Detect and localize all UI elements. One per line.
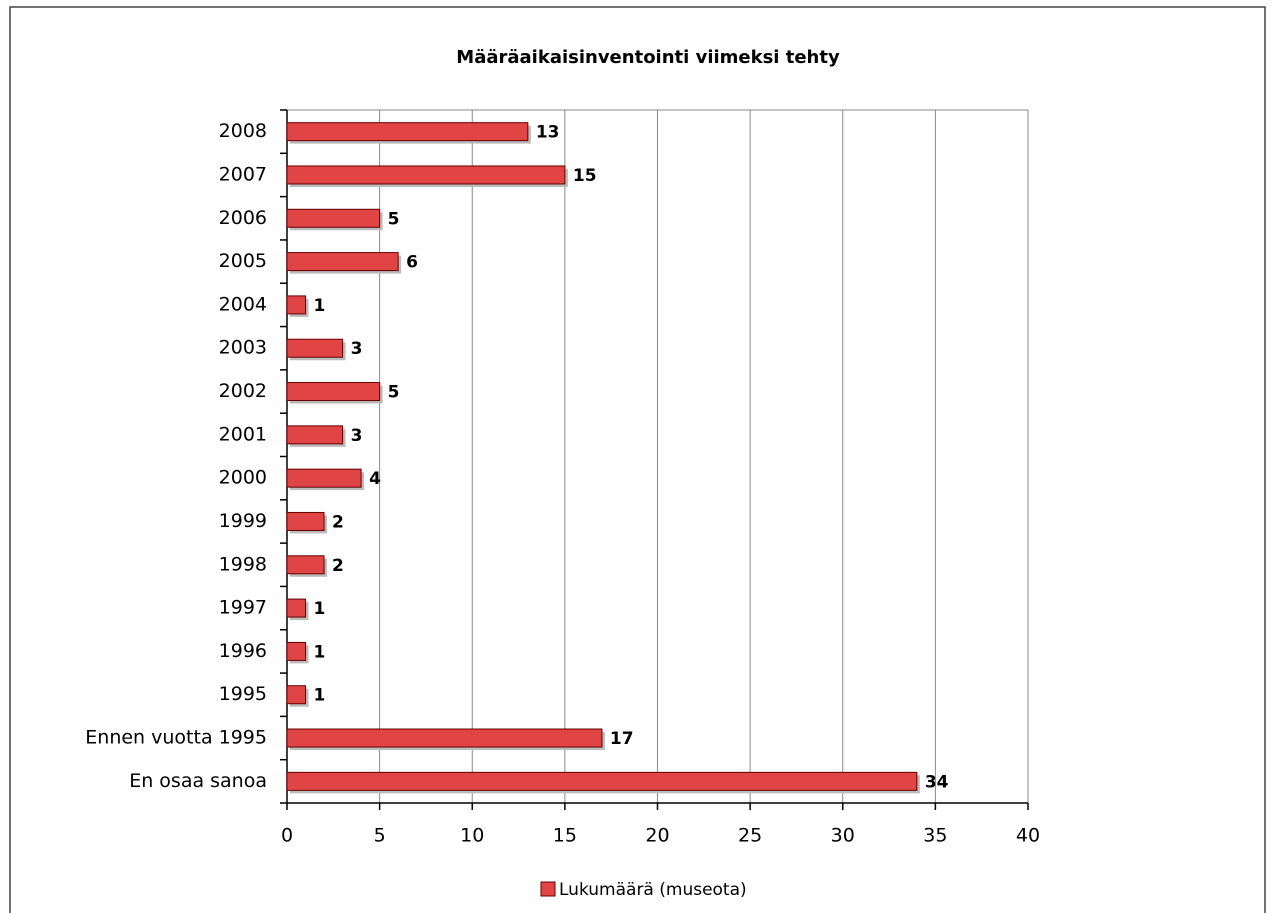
- bar: [286, 511, 325, 531]
- y-tick-label: 2001: [219, 423, 267, 445]
- y-tick-label: 2004: [219, 293, 267, 315]
- x-tick-label: 35: [923, 825, 947, 847]
- bar: [286, 555, 325, 575]
- value-label: 3: [351, 426, 363, 446]
- bar: [286, 641, 307, 661]
- value-label: 34: [925, 772, 949, 792]
- bar: [286, 598, 307, 618]
- value-label: 15: [573, 166, 597, 186]
- y-tick-label: 2008: [219, 120, 267, 142]
- y-tick-label: 2005: [219, 250, 267, 272]
- bar: [286, 122, 529, 142]
- chart-title: Määräaikaisinventointi viimeksi tehty: [456, 47, 840, 68]
- legend-swatch: [540, 881, 556, 897]
- y-tick-label: 2003: [219, 337, 267, 359]
- value-label: 5: [388, 383, 400, 403]
- legend-label: Lukumäärä (museota): [559, 880, 747, 900]
- value-label: 1: [314, 686, 326, 706]
- bar: [286, 771, 918, 791]
- bar: [286, 425, 344, 445]
- bar: [286, 252, 399, 272]
- frame: [9, 6, 1266, 913]
- value-label: 1: [314, 642, 326, 662]
- x-tick-label: 25: [738, 825, 762, 847]
- x-tick-label: 30: [831, 825, 855, 847]
- value-label: 5: [388, 209, 400, 229]
- x-tick-label: 0: [281, 825, 293, 847]
- y-tick-label: 1995: [219, 683, 267, 705]
- x-tick-label: 5: [374, 825, 386, 847]
- bar: [286, 382, 381, 402]
- y-tick-label: 1998: [219, 553, 267, 575]
- value-label: 17: [610, 729, 634, 749]
- value-label: 13: [536, 123, 560, 143]
- y-tick-label: 1999: [219, 510, 267, 532]
- value-label: 2: [332, 512, 344, 532]
- bar: [286, 338, 344, 358]
- y-tick-label: 1997: [219, 597, 267, 619]
- bar: [286, 728, 603, 748]
- y-tick-label: 2007: [219, 163, 267, 185]
- bar: [286, 685, 307, 705]
- x-tick-label: 15: [553, 825, 577, 847]
- x-tick-label: 40: [1016, 825, 1040, 847]
- y-tick-label: Ennen vuotta 1995: [85, 727, 267, 749]
- bar: [286, 208, 381, 228]
- y-tick-label: 2006: [219, 207, 267, 229]
- value-label: 3: [351, 339, 363, 359]
- value-label: 1: [314, 296, 326, 316]
- value-label: 1: [314, 599, 326, 619]
- value-label: 4: [369, 469, 381, 489]
- y-tick-label: En osaa sanoa: [129, 770, 267, 792]
- bar: [286, 468, 362, 488]
- x-tick-label: 20: [645, 825, 669, 847]
- value-label: 2: [332, 556, 344, 576]
- value-label: 6: [406, 253, 418, 273]
- bar: [286, 295, 307, 315]
- y-tick-label: 1996: [219, 640, 267, 662]
- bar: [286, 165, 566, 185]
- x-tick-label: 10: [460, 825, 484, 847]
- y-tick-label: 2002: [219, 380, 267, 402]
- y-tick-label: 2000: [219, 467, 267, 489]
